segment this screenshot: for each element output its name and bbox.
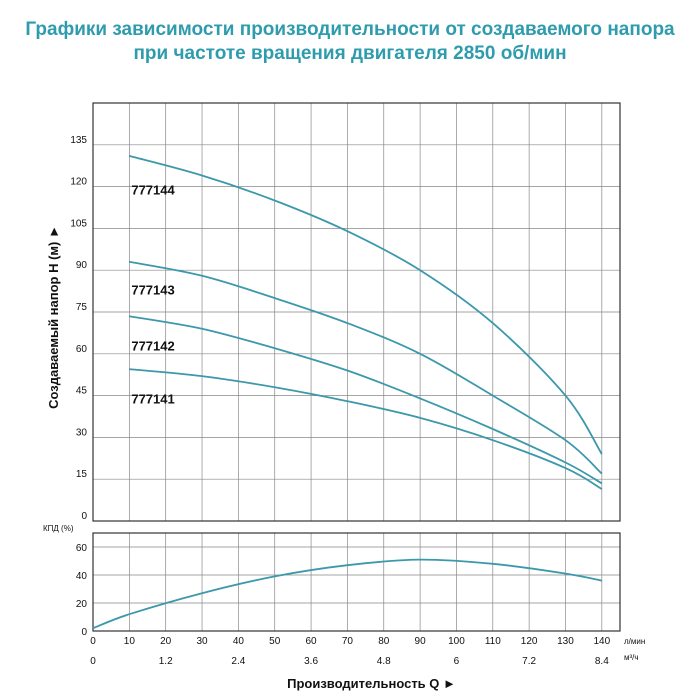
title-line-1: Графики зависимости производительности о… [25, 19, 675, 40]
x-tick-label: 40 [233, 636, 245, 647]
x-tick-label: 100 [448, 636, 465, 647]
secondary-x-unit-label: м³/ч [624, 653, 639, 662]
head-curve-777144 [129, 155, 603, 455]
chart-title: Графики зависимости производительности о… [0, 18, 700, 66]
x-tick-label: 50 [269, 636, 281, 647]
head-curve-777143 [129, 260, 603, 475]
y-tick-label: 60 [76, 344, 88, 355]
x-tick-label: 20 [160, 636, 172, 647]
x-unit-label: л/мин [624, 637, 645, 646]
x-tick-label: 140 [593, 636, 610, 647]
efficiency-y-tick-label: 60 [76, 543, 88, 554]
x-tick-label: 70 [342, 636, 354, 647]
secondary-x-tick-label: 1.2 [159, 656, 173, 667]
series-label-777144: 777144 [131, 182, 175, 197]
x-tick-label: 10 [124, 636, 136, 647]
y-tick-label: 45 [76, 386, 88, 397]
x-tick-label: 130 [557, 636, 574, 647]
y-tick-label: 120 [70, 177, 87, 188]
y-tick-label: 135 [70, 135, 87, 146]
efficiency-curve [92, 558, 602, 630]
y-tick-label: 0 [81, 511, 87, 522]
secondary-x-tick-label: 0 [90, 656, 96, 667]
x-tick-label: 90 [415, 636, 427, 647]
x-tick-label: 30 [196, 636, 208, 647]
title-line-2: при частоте вращения двигателя 2850 об/м… [133, 43, 567, 64]
head-plot-frame [92, 102, 621, 522]
secondary-x-tick-label: 4.8 [377, 656, 391, 667]
secondary-x-tick-label: 6 [454, 656, 460, 667]
secondary-x-tick-label: 3.6 [304, 656, 318, 667]
y-axis-title: Создаваемый напор H (м) ► [46, 225, 61, 409]
efficiency-axis-title: КПД (%) [43, 524, 74, 533]
efficiency-y-tick-label: 20 [76, 599, 88, 610]
x-axis-title: Производительность Q ► [287, 676, 456, 691]
y-tick-label: 105 [70, 218, 87, 229]
head-curve-777141 [129, 368, 603, 490]
secondary-x-tick-label: 2.4 [231, 656, 245, 667]
efficiency-y-tick-label: 0 [81, 627, 87, 638]
x-tick-label: 120 [521, 636, 538, 647]
grid-lines [92, 103, 620, 632]
y-tick-label: 75 [76, 302, 88, 313]
x-tick-label: 0 [90, 636, 96, 647]
series-label-777143: 777143 [131, 283, 174, 298]
efficiency-plot-frame [92, 532, 621, 632]
secondary-x-tick-label: 8.4 [595, 656, 609, 667]
x-tick-label: 80 [378, 636, 390, 647]
head-curve-777142 [129, 315, 603, 485]
y-tick-label: 15 [76, 469, 88, 480]
series-label-777141: 777141 [131, 391, 174, 406]
y-tick-label: 30 [76, 427, 88, 438]
x-tick-label: 110 [485, 636, 501, 647]
x-tick-label: 60 [306, 636, 318, 647]
series-label-777142: 777142 [131, 338, 174, 353]
secondary-x-tick-label: 7.2 [522, 656, 536, 667]
y-tick-label: 90 [76, 260, 88, 271]
efficiency-y-tick-label: 40 [76, 571, 88, 582]
